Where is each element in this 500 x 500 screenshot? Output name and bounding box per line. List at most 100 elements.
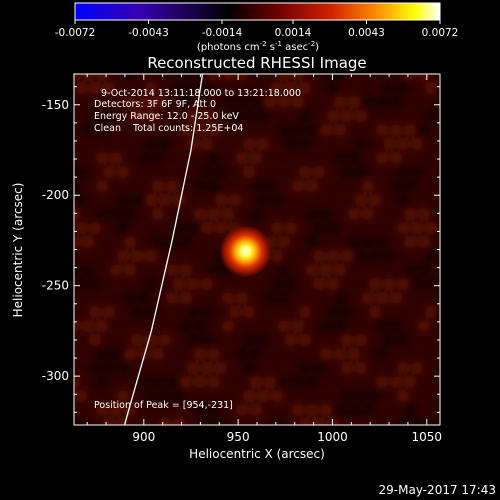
ripple-blob [250, 404, 262, 416]
ripple-blob [397, 222, 409, 234]
ripple-blob [264, 152, 276, 164]
ripple-blob [257, 110, 269, 122]
ripple-blob [383, 306, 395, 318]
ripple-blob [75, 250, 87, 262]
ripple-blob [327, 278, 339, 290]
ripple-blob [257, 138, 269, 150]
ripple-blob [313, 390, 325, 402]
ripple-blob [299, 278, 311, 290]
ripple-blob [376, 124, 388, 136]
ripple-blob [313, 194, 325, 206]
ripple-blob [194, 152, 206, 164]
ripple-blob [159, 334, 171, 346]
ripple-blob [404, 74, 416, 80]
ripple-blob [103, 110, 115, 122]
ripple-blob [292, 124, 304, 136]
ripple-blob [187, 278, 199, 290]
ripple-blob [334, 264, 346, 276]
ripple-blob [222, 208, 234, 220]
ripple-blob [117, 82, 129, 94]
ripple-blob [124, 96, 136, 108]
ripple-blob [383, 278, 395, 290]
ripple-blob [103, 166, 115, 178]
ripple-blob [271, 278, 283, 290]
ripple-blob [89, 418, 101, 425]
ripple-blob [341, 194, 353, 206]
ripple-blob [152, 376, 164, 388]
ripple-blob [418, 124, 430, 136]
ripple-blob [418, 208, 430, 220]
ripple-blob [110, 320, 122, 332]
ripple-blob [292, 152, 304, 164]
ripple-blob [180, 124, 192, 136]
ripple-blob [299, 334, 311, 346]
ripple-blob [341, 222, 353, 234]
ripple-blob [117, 418, 129, 425]
ripple-blob [75, 362, 87, 374]
ripple-blob [229, 334, 241, 346]
ripple-blob [390, 96, 402, 108]
ripple-blob [327, 390, 339, 402]
ripple-blob [292, 96, 304, 108]
ripple-blob [96, 208, 108, 220]
ripple-blob [376, 152, 388, 164]
ripple-blob [341, 166, 353, 178]
ripple-blob [376, 348, 388, 360]
ripple-blob [376, 320, 388, 332]
ripple-blob [355, 166, 367, 178]
ripple-blob [89, 390, 101, 402]
ripple-blob [411, 334, 423, 346]
ripple-blob [152, 236, 164, 248]
ripple-blob [75, 334, 87, 346]
ripple-blob [264, 376, 276, 388]
ripple-blob [236, 96, 248, 108]
ripple-blob [334, 152, 346, 164]
ripple-blob [285, 278, 297, 290]
ripple-blob [397, 250, 409, 262]
ripple-blob [131, 306, 143, 318]
ripple-blob [320, 74, 332, 80]
ripple-blob [208, 180, 220, 192]
ripple-blob [131, 278, 143, 290]
ripple-blob [348, 404, 360, 416]
ripple-blob [397, 334, 409, 346]
ripple-blob [278, 348, 290, 360]
ripple-blob [82, 124, 94, 136]
ripple-blob [229, 138, 241, 150]
ripple-blob [348, 292, 360, 304]
ripple-blob [82, 74, 94, 80]
ripple-blob [74, 348, 80, 360]
ripple-blob [180, 236, 192, 248]
ripple-blob [187, 334, 199, 346]
ripple-blob [145, 166, 157, 178]
ripple-blob [208, 320, 220, 332]
ripple-blob [320, 264, 332, 276]
ripple-blob [96, 264, 108, 276]
ripple-blob [362, 208, 374, 220]
ripple-blob [96, 348, 108, 360]
ripple-blob [418, 292, 430, 304]
ripple-blob [208, 124, 220, 136]
ripple-blob [285, 82, 297, 94]
ripple-blob [215, 166, 227, 178]
ripple-blob [208, 208, 220, 220]
ripple-blob [74, 404, 80, 416]
ripple-blob [278, 208, 290, 220]
ripple-blob [159, 82, 171, 94]
ripple-blob [411, 250, 423, 262]
ripple-blob [418, 236, 430, 248]
ripple-blob [166, 348, 178, 360]
ripple-blob [152, 404, 164, 416]
ripple-blob [187, 138, 199, 150]
ripple-blob [397, 390, 409, 402]
ripple-blob [159, 418, 171, 425]
ripple-blob [201, 418, 213, 425]
ripple-blob [383, 194, 395, 206]
ripple-blob [173, 222, 185, 234]
ripple-blob [208, 376, 220, 388]
ripple-blob [278, 376, 290, 388]
ripple-blob [124, 348, 136, 360]
ripple-blob [292, 376, 304, 388]
ripple-blob [341, 278, 353, 290]
ripple-blob [348, 152, 360, 164]
